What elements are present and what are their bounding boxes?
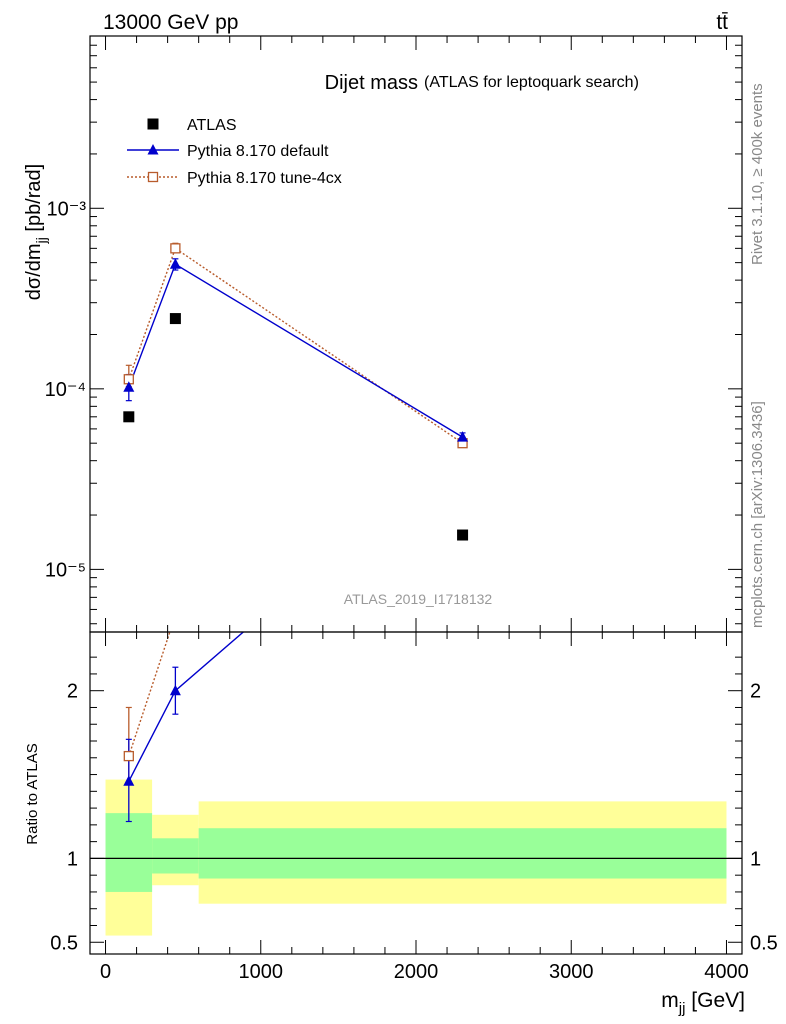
legend-label: Pythia 8.170 tune-4cx: [187, 170, 342, 187]
ratio-lines: [128, 632, 245, 782]
y-axis-label-part: dσ/dm: [23, 243, 45, 300]
y-axis-label-part: jj: [33, 237, 49, 244]
main-panel: 10⁻³ 10⁻⁴ 10⁻⁵ Dijet mass (ATLAS for lepto…: [23, 35, 743, 633]
x-axis-label-part: m: [661, 989, 679, 1012]
ratio-y-tick-label: 0.5: [50, 932, 78, 954]
series-line-default: [128, 263, 463, 438]
y-axis-label-part: [pb/rad]: [23, 164, 45, 237]
chart-subtitle: (ATLAS for leptoquark search): [424, 74, 639, 91]
data-point-default: [123, 381, 135, 392]
analysis-id: ATLAS_2019_I1718132: [344, 591, 493, 607]
legend: ATLAS Pythia 8.170 default Pythia 8.170 tu…: [127, 117, 342, 187]
main-ticks: 10⁻³ 10⁻⁴ 10⁻⁵: [45, 36, 742, 632]
process-label: tt̄: [716, 11, 728, 34]
uncertainty-band-inner: [198, 828, 727, 879]
ratio-points: [123, 480, 467, 823]
data-point-atlas: [123, 411, 135, 423]
ratio-y-tick-label: 1: [67, 848, 78, 870]
ratio-point-default: [169, 684, 181, 696]
x-tick-label: 1000: [239, 961, 284, 983]
ratio-point-tune-4cx: [458, 480, 467, 489]
ratio-y-tick-label-right: 0.5: [750, 932, 778, 954]
ratio-ticks: 0.5 0.5 1 1 2 2 0 1000 2000 3000 4000: [50, 632, 778, 983]
main-y-tick-label: 10⁻⁴: [45, 379, 86, 401]
x-tick-label: 3000: [549, 961, 594, 983]
data-point-default: [457, 431, 469, 442]
uncertainty-band-inner: [152, 838, 199, 874]
ratio-y-tick-label-right: 1: [750, 848, 761, 870]
legend-marker-tune-4cx: [147, 171, 159, 183]
series-line-tune-4cx: [128, 247, 463, 444]
legend-label: Pythia 8.170 default: [187, 143, 329, 160]
x-tick-label: 2000: [394, 961, 439, 983]
x-axis-label-part: jj: [678, 1000, 686, 1017]
uncertainty-band-inner: [105, 813, 153, 892]
mcplots-label: mcplots.cern.ch [arXiv:1306.3436]: [749, 401, 766, 628]
ratio-line-tune-4cx: [128, 632, 171, 757]
ratio-line-default: [128, 632, 245, 782]
data-point-tune-4cx: [170, 243, 181, 254]
ratio-panel: 0.5 0.5 1 1 2 2 0 1000 2000 3000 4000 Ratio to ATL…: [24, 480, 778, 1017]
ratio-point-tune-4cx: [171, 611, 180, 620]
ratio-y-label: Ratio to ATLAS: [24, 743, 41, 844]
rivet-label: Rivet 3.1.10, ≥ 400k events: [749, 83, 766, 265]
legend-label: ATLAS: [187, 117, 237, 134]
ratio-point-tune-4cx: [123, 750, 134, 762]
main-lines: [128, 247, 463, 444]
main-y-tick-label: 10⁻⁵: [45, 559, 86, 581]
ratio-point-default: [123, 775, 135, 786]
main-y-tick-label: 10⁻³: [47, 198, 87, 220]
y-axis-label: dσ/dmjj [pb/rad]: [23, 164, 49, 300]
ratio-y-tick-label: 2: [67, 681, 78, 703]
legend-marker-default: [147, 144, 159, 155]
data-point-atlas: [457, 529, 469, 541]
legend-marker-atlas: [147, 118, 159, 130]
x-axis-label: mjj [GeV]: [661, 989, 745, 1017]
energy-label: 13000 GeV pp: [103, 11, 238, 34]
data-point-atlas: [169, 313, 181, 325]
ratio-y-tick-label-right: 2: [750, 681, 761, 703]
ratio-bands: [105, 779, 727, 936]
x-tick-label: 0: [100, 961, 111, 983]
main-points: [123, 242, 469, 541]
x-tick-label: 4000: [704, 961, 749, 983]
data-point-default: [169, 258, 181, 269]
x-axis-label-part: [GeV]: [685, 989, 745, 1012]
chart-title: Dijet mass: [325, 72, 418, 94]
